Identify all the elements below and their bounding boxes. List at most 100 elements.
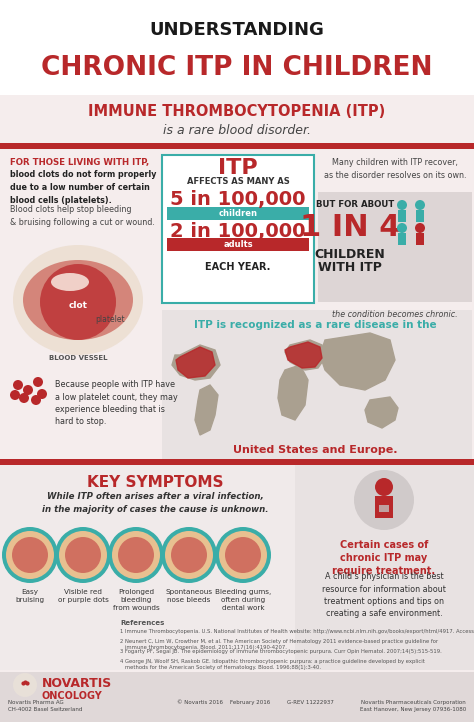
- Polygon shape: [285, 340, 325, 370]
- Circle shape: [10, 390, 20, 400]
- Polygon shape: [195, 385, 218, 435]
- Text: blood clots do not form properly
due to a low number of certain
blood cells (pla: blood clots do not form properly due to …: [10, 170, 156, 205]
- Circle shape: [397, 200, 407, 210]
- Circle shape: [19, 393, 29, 403]
- Circle shape: [225, 537, 261, 573]
- Polygon shape: [365, 397, 398, 428]
- Circle shape: [415, 223, 425, 233]
- Text: Prolonged
bleeding
from wounds: Prolonged bleeding from wounds: [113, 589, 159, 611]
- Circle shape: [13, 673, 37, 697]
- Circle shape: [65, 537, 101, 573]
- Circle shape: [415, 200, 425, 210]
- Text: Visible red
or purple dots: Visible red or purple dots: [57, 589, 109, 603]
- FancyBboxPatch shape: [398, 210, 406, 222]
- FancyBboxPatch shape: [318, 192, 472, 302]
- Circle shape: [161, 527, 217, 583]
- Circle shape: [2, 527, 58, 583]
- Circle shape: [37, 389, 47, 399]
- Text: CHILDREN: CHILDREN: [315, 248, 385, 261]
- Circle shape: [13, 380, 23, 390]
- Text: 2 in 100,000: 2 in 100,000: [170, 222, 306, 241]
- FancyBboxPatch shape: [0, 149, 474, 459]
- Text: 2 Neunert C, Lim W, Crowther M, et al. The American Society of Hematology 2011 e: 2 Neunert C, Lim W, Crowther M, et al. T…: [120, 639, 438, 651]
- Circle shape: [23, 385, 33, 395]
- Text: EACH YEAR.: EACH YEAR.: [205, 262, 271, 272]
- Text: BLOOD VESSEL: BLOOD VESSEL: [49, 355, 107, 361]
- FancyBboxPatch shape: [0, 465, 295, 670]
- FancyBboxPatch shape: [0, 143, 474, 149]
- Polygon shape: [285, 342, 322, 368]
- Text: 1 IN 4: 1 IN 4: [300, 213, 400, 242]
- Ellipse shape: [13, 245, 143, 355]
- Text: While ITP often arises after a viral infection,
in the majority of cases the cau: While ITP often arises after a viral inf…: [42, 492, 268, 513]
- Circle shape: [6, 531, 54, 579]
- Text: 4 George JN, Woolf SH, Raskob GE. Idiopathic thrombocytopenic purpura: a practic: 4 George JN, Woolf SH, Raskob GE. Idiopa…: [120, 659, 425, 670]
- Text: KEY SYMPTOMS: KEY SYMPTOMS: [87, 475, 223, 490]
- Ellipse shape: [23, 260, 133, 340]
- FancyBboxPatch shape: [416, 233, 424, 245]
- Text: 3 Fogarty PF, Segal JB. The epidemiology of immune thrombocytopenic purpura. Cur: 3 Fogarty PF, Segal JB. The epidemiology…: [120, 649, 442, 654]
- Text: children: children: [219, 209, 257, 218]
- Circle shape: [118, 537, 154, 573]
- Text: NOVARTIS: NOVARTIS: [42, 677, 112, 690]
- FancyBboxPatch shape: [162, 155, 314, 303]
- FancyBboxPatch shape: [162, 310, 472, 460]
- Text: G-REV 11222937: G-REV 11222937: [287, 700, 333, 705]
- Text: 1 Immune Thrombocytopenia. U.S. National Institutes of Health website: http://ww: 1 Immune Thrombocytopenia. U.S. National…: [120, 629, 474, 634]
- FancyBboxPatch shape: [398, 233, 406, 245]
- Text: Many children with ITP recover,
as the disorder resolves on its own.: Many children with ITP recover, as the d…: [324, 158, 466, 180]
- FancyBboxPatch shape: [416, 210, 424, 222]
- Polygon shape: [176, 347, 215, 378]
- Circle shape: [375, 478, 393, 496]
- Text: UNDERSTANDING: UNDERSTANDING: [150, 21, 324, 39]
- Text: clot: clot: [69, 300, 88, 310]
- FancyBboxPatch shape: [375, 496, 393, 518]
- FancyBboxPatch shape: [0, 459, 474, 465]
- FancyBboxPatch shape: [0, 95, 474, 143]
- FancyBboxPatch shape: [379, 505, 389, 512]
- FancyBboxPatch shape: [0, 670, 474, 722]
- Text: Certain cases of
chronic ITP may
require treatment.: Certain cases of chronic ITP may require…: [332, 540, 436, 576]
- Ellipse shape: [51, 273, 89, 291]
- Text: AFFECTS AS MANY AS: AFFECTS AS MANY AS: [187, 176, 289, 186]
- Circle shape: [171, 537, 207, 573]
- Circle shape: [108, 527, 164, 583]
- Text: CHRONIC ITP IN CHILDREN: CHRONIC ITP IN CHILDREN: [41, 55, 433, 81]
- Text: is a rare blood disorder.: is a rare blood disorder.: [163, 124, 311, 137]
- Text: Easy
bruising: Easy bruising: [16, 589, 45, 603]
- Text: Bleeding gums,
often during
dental work: Bleeding gums, often during dental work: [215, 589, 271, 611]
- Polygon shape: [278, 365, 308, 420]
- Circle shape: [112, 531, 160, 579]
- Circle shape: [219, 531, 267, 579]
- FancyBboxPatch shape: [167, 238, 309, 251]
- Text: Blood clots help stop bleeding
& bruising following a cut or wound.: Blood clots help stop bleeding & bruisin…: [10, 205, 155, 227]
- Text: Spontaneous
nose bleeds: Spontaneous nose bleeds: [165, 589, 212, 603]
- FancyBboxPatch shape: [167, 207, 309, 220]
- Text: February 2016: February 2016: [230, 700, 270, 705]
- Circle shape: [397, 223, 407, 233]
- Text: WITH ITP: WITH ITP: [318, 261, 382, 274]
- FancyBboxPatch shape: [0, 0, 474, 100]
- Text: References: References: [120, 620, 164, 626]
- Text: IMMUNE THROMBOCYTOPENIA (ITP): IMMUNE THROMBOCYTOPENIA (ITP): [88, 105, 386, 120]
- Text: Because people with ITP have
a low platelet count, they may
experience bleeding : Because people with ITP have a low plate…: [55, 380, 178, 427]
- Polygon shape: [172, 345, 220, 380]
- Text: Novartis Pharmaceuticals Corporation
East Hanover, New Jersey 07936-1080: Novartis Pharmaceuticals Corporation Eas…: [360, 700, 466, 712]
- Text: United States and Europe.: United States and Europe.: [233, 445, 397, 455]
- Text: 5 in 100,000: 5 in 100,000: [170, 191, 306, 209]
- Text: © Novartis 2016: © Novartis 2016: [177, 700, 223, 705]
- Circle shape: [354, 470, 414, 530]
- Text: adults: adults: [223, 240, 253, 249]
- Text: ITP is recognized as a rare disease in the: ITP is recognized as a rare disease in t…: [194, 320, 436, 330]
- Circle shape: [215, 527, 271, 583]
- Text: FOR THOSE LIVING WITH ITP,: FOR THOSE LIVING WITH ITP,: [10, 158, 149, 167]
- Circle shape: [31, 395, 41, 405]
- Circle shape: [165, 531, 213, 579]
- Text: the condition becomes chronic.: the condition becomes chronic.: [332, 310, 458, 319]
- Text: A child’s physician is the best
resource for information about
treatment options: A child’s physician is the best resource…: [322, 572, 446, 619]
- Text: ONCOLOGY: ONCOLOGY: [42, 691, 103, 701]
- FancyBboxPatch shape: [0, 672, 474, 722]
- Text: Novartis Pharma AG
CH-4002 Basel Switzerland: Novartis Pharma AG CH-4002 Basel Switzer…: [8, 700, 82, 712]
- Text: platelet: platelet: [95, 316, 125, 324]
- Circle shape: [12, 537, 48, 573]
